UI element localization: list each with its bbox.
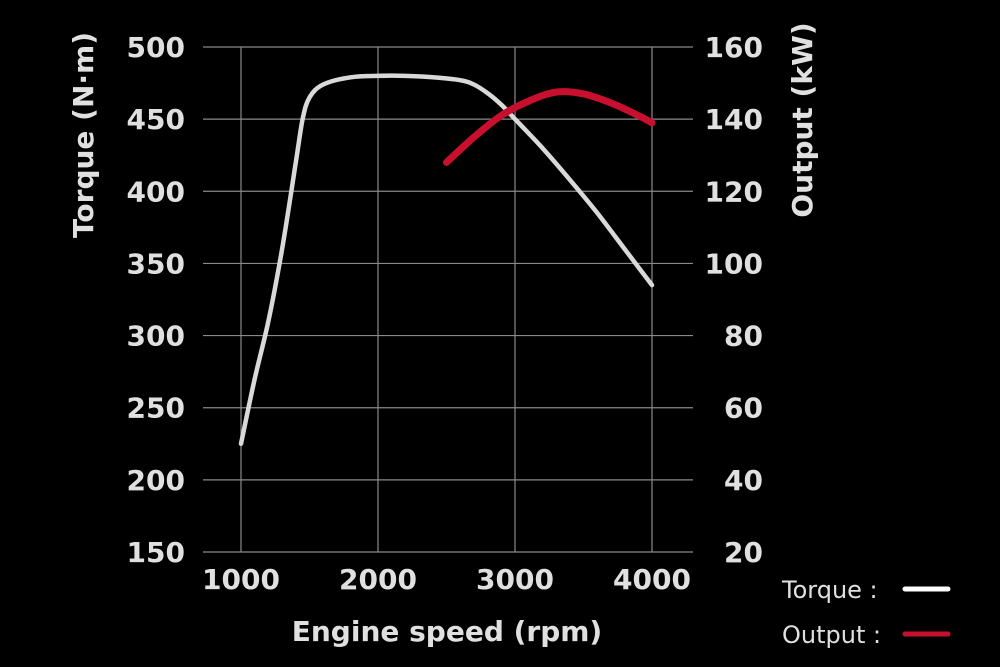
- right-tick-label: 140: [705, 103, 763, 136]
- right-tick-label: 80: [724, 320, 763, 353]
- legend-label-torque: Torque :: [781, 576, 878, 604]
- series-line-output: [443, 88, 656, 166]
- legend-label-output: Output :: [782, 621, 881, 649]
- series-line-torque: [238, 73, 655, 447]
- right-tick-label: 120: [705, 175, 763, 208]
- right-axis-title: Output (kW): [786, 22, 819, 217]
- right-axis-ticks: 20 40 60 80 100 120 140 160: [705, 31, 763, 569]
- x-tick-label: 1000: [202, 563, 280, 596]
- x-tick-label: 2000: [339, 563, 417, 596]
- left-tick-label: 450: [127, 103, 185, 136]
- right-tick-label: 160: [705, 31, 763, 64]
- right-tick-label: 20: [724, 536, 763, 569]
- left-tick-label: 500: [127, 31, 185, 64]
- legend: Torque : Output :: [781, 576, 951, 649]
- left-tick-label: 300: [127, 320, 185, 353]
- left-axis-ticks: 150 200 250 300 350 400 450 500: [127, 31, 185, 569]
- left-tick-label: 400: [127, 175, 185, 208]
- x-tick-label: 4000: [613, 563, 691, 596]
- x-tick-label: 3000: [476, 563, 554, 596]
- grid-lines: [203, 46, 693, 553]
- left-tick-label: 350: [127, 247, 185, 280]
- series-lines: [238, 73, 656, 447]
- x-axis-ticks: 1000 2000 3000 4000: [202, 563, 691, 596]
- left-axis-title: Torque (N·m): [67, 32, 100, 238]
- x-axis-title: Engine speed (rpm): [292, 615, 602, 648]
- left-tick-label: 200: [127, 464, 185, 497]
- left-tick-label: 150: [127, 536, 185, 569]
- right-tick-label: 100: [705, 247, 763, 280]
- right-tick-label: 40: [724, 464, 763, 497]
- left-tick-label: 250: [127, 392, 185, 425]
- right-tick-label: 60: [724, 392, 763, 425]
